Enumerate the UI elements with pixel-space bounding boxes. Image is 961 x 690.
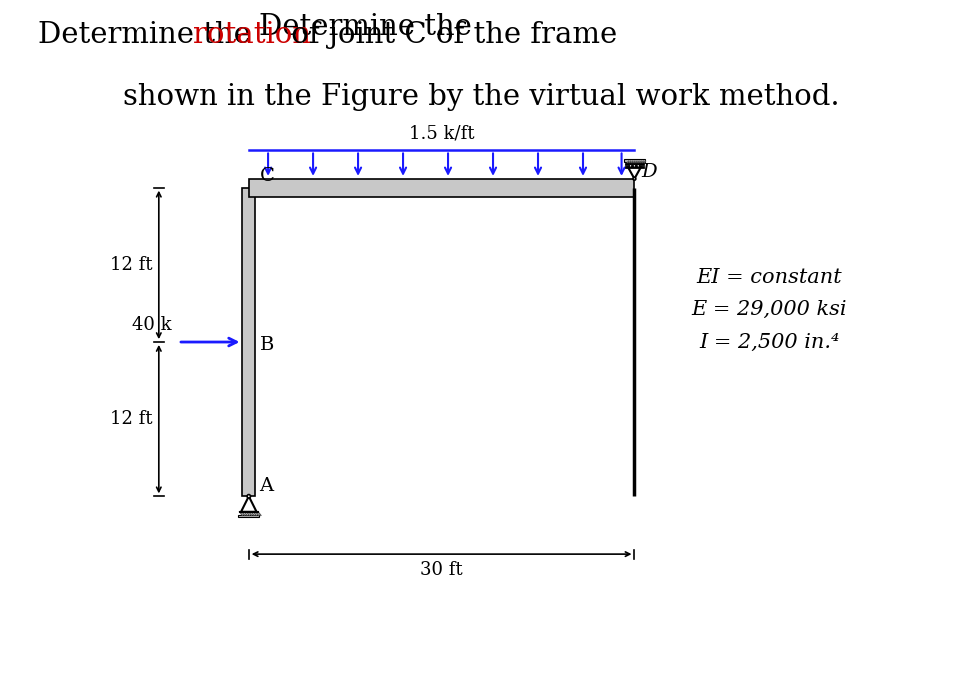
Text: A: A [259, 477, 273, 495]
Text: Determine the: Determine the [259, 13, 480, 41]
Text: 12 ft: 12 ft [110, 256, 152, 274]
Polygon shape [628, 167, 640, 179]
Text: shown in the Figure by the virtual work method.: shown in the Figure by the virtual work … [123, 83, 838, 111]
Text: EI = constant: EI = constant [696, 268, 841, 287]
Text: rotation: rotation [193, 21, 311, 49]
Text: 12 ft: 12 ft [110, 410, 152, 428]
Circle shape [636, 164, 639, 167]
Text: Determine the: Determine the [38, 21, 260, 49]
Polygon shape [241, 496, 257, 512]
Text: B: B [260, 335, 275, 353]
Text: C: C [260, 167, 275, 185]
Text: 40 k: 40 k [132, 316, 171, 335]
Circle shape [632, 177, 635, 180]
Text: I = 2,500 in.⁴: I = 2,500 in.⁴ [699, 333, 839, 351]
Bar [249, 179, 633, 197]
Text: 1.5 k/ft: 1.5 k/ft [408, 125, 474, 143]
Bar [624, 159, 644, 162]
Bar [242, 188, 255, 496]
Circle shape [632, 164, 635, 167]
Circle shape [628, 164, 631, 167]
Text: D: D [640, 164, 655, 181]
Circle shape [247, 495, 250, 498]
Bar [238, 515, 259, 518]
Text: of joint C of the frame: of joint C of the frame [282, 21, 616, 49]
Text: 30 ft: 30 ft [420, 560, 462, 578]
Text: E = 29,000 ksi: E = 29,000 ksi [691, 300, 847, 319]
